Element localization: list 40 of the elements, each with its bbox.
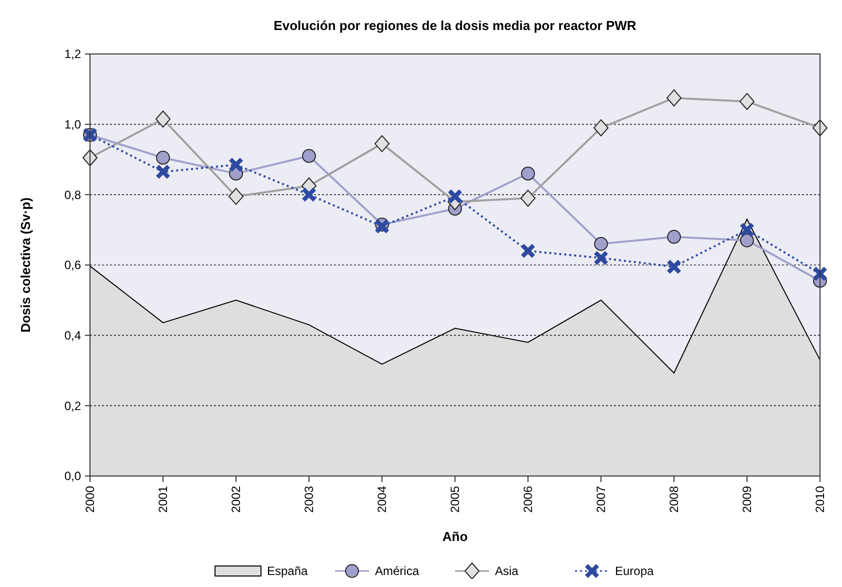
point (156, 164, 170, 179)
x-tick-label: 2010 (813, 486, 828, 513)
x-tick-label: 2005 (448, 486, 462, 513)
x-tick-label: 2004 (375, 486, 390, 513)
x-tick-label: 2003 (302, 486, 316, 513)
legend-label: España (267, 564, 308, 578)
y-tick-label: 0,6 (64, 258, 82, 272)
y-tick-label: 1,2 (64, 47, 82, 62)
y-tick-label: 0,8 (64, 188, 82, 202)
point (667, 230, 681, 244)
y-tick-label: 1,0 (64, 118, 82, 132)
point (594, 250, 608, 265)
x-tick-label: 2007 (594, 486, 608, 513)
point (594, 236, 608, 251)
legend-label: América (375, 564, 420, 578)
chart-title: Evolución por regiones de la dosis media por reactor PWR (274, 18, 637, 33)
x-tick-label: 2001 (156, 486, 170, 513)
y-tick-label: 0,4 (64, 328, 82, 343)
point (740, 222, 754, 237)
point (740, 233, 754, 248)
x-tick-label: 2002 (229, 486, 244, 513)
point (521, 244, 535, 258)
legend-label: Asia (495, 564, 519, 578)
x-tick-label: 2006 (521, 486, 536, 513)
x-tick-label: 2008 (667, 486, 682, 513)
x-tick-label: 2009 (740, 486, 754, 513)
point (229, 158, 243, 172)
y-axis-title: Dosis colectiva (Sv·p) (18, 197, 33, 333)
point (302, 149, 316, 163)
point (302, 188, 316, 202)
point (667, 260, 681, 274)
legend-label: Europa (615, 564, 654, 578)
y-tick-label: 0,2 (64, 398, 82, 413)
x-axis-title: Año (442, 529, 468, 544)
y-tick-label: 0,0 (64, 469, 82, 484)
point (521, 166, 535, 180)
point (448, 189, 462, 204)
point (813, 266, 827, 281)
point (156, 150, 170, 165)
x-tick-label: 2000 (83, 486, 98, 513)
